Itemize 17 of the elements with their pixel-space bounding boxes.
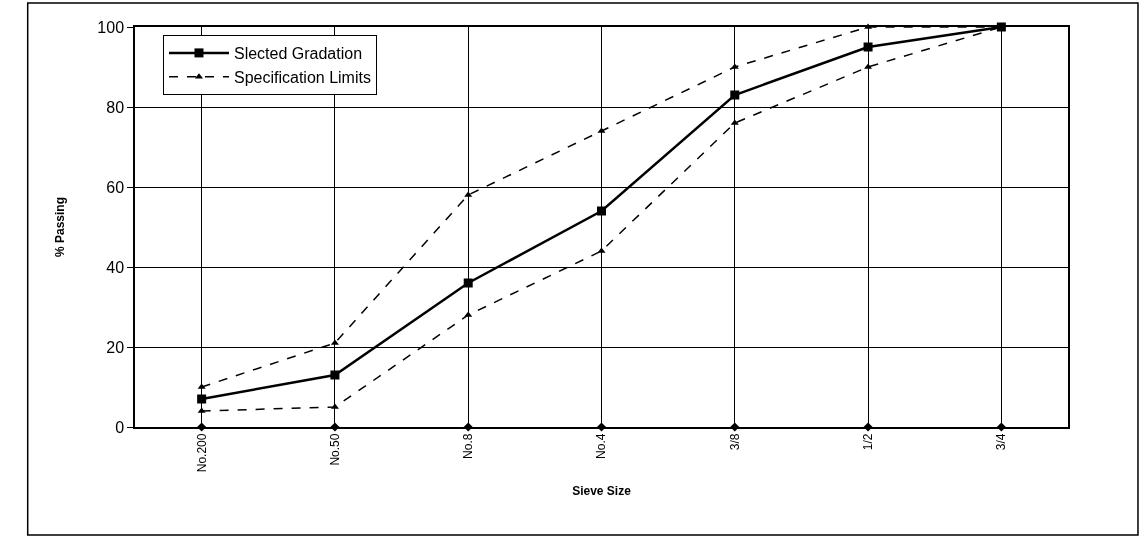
y-tick-label: 40 [106,258,125,276]
x-tick-label: 3/8 [727,433,742,451]
x-tick-label: 3/4 [994,433,1009,451]
x-tick-label: No.4 [594,433,609,459]
legend-label: Slected Gradation [233,45,363,63]
y-tick-label: 80 [106,98,125,116]
y-tick-label: 0 [115,418,125,436]
x-tick-label: No.50 [327,433,342,466]
y-tick-label: 20 [106,338,125,356]
x-axis-title: Sieve Size [572,483,632,498]
y-axis-title: % Passing [53,196,68,258]
y-tick-label: 100 [97,18,125,36]
x-tick-label: 1/2 [860,433,875,451]
x-tick-label: No.8 [461,433,476,459]
y-tick-label: 60 [106,178,125,196]
legend-label: Specification Limits [233,68,371,86]
x-tick-label: No.200 [194,433,209,473]
